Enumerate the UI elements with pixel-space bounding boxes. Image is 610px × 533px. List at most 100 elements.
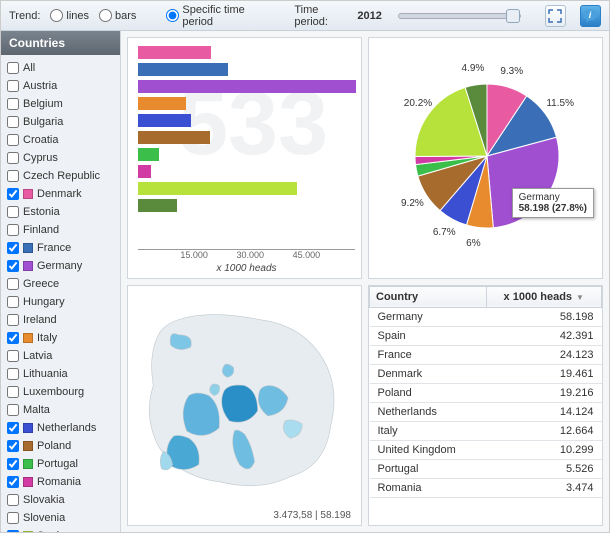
sort-desc-icon: ▼: [576, 293, 584, 302]
bar[interactable]: [138, 131, 210, 144]
country-checkbox[interactable]: [7, 512, 19, 524]
bar[interactable]: [138, 46, 211, 59]
sidebar: Countries AllAustriaBelgiumBulgariaCroat…: [1, 31, 121, 532]
country-checkbox[interactable]: [7, 188, 19, 200]
table-row[interactable]: Netherlands14.124: [370, 402, 602, 421]
country-name: Bulgaria: [23, 115, 63, 129]
country-row[interactable]: Hungary: [1, 293, 120, 311]
country-checkbox[interactable]: [7, 422, 19, 434]
radio-lines[interactable]: lines: [50, 9, 89, 22]
bar[interactable]: [138, 97, 186, 110]
time-slider[interactable]: [398, 13, 521, 19]
country-row[interactable]: Estonia: [1, 203, 120, 221]
bar-axis: 15.00030.00045.000: [138, 249, 355, 263]
country-checkbox[interactable]: [7, 368, 19, 380]
country-row[interactable]: Denmark: [1, 185, 120, 203]
country-checkbox[interactable]: [7, 278, 19, 290]
bar-area: [138, 46, 355, 247]
expand-icon: [548, 9, 562, 23]
table-row[interactable]: United Kingdom10.299: [370, 440, 602, 459]
country-name: Lithuania: [23, 367, 68, 381]
country-row[interactable]: Austria: [1, 77, 120, 95]
country-checkbox[interactable]: [7, 260, 19, 272]
col-country[interactable]: Country: [370, 286, 487, 307]
panels: 533 15.00030.00045.000 x 1000 heads 9.3%…: [121, 31, 609, 532]
country-row[interactable]: Bulgaria: [1, 113, 120, 131]
pie-wrap: 9.3%11.5%27.8%6%6.7%9.2%20.2%4.9%Germany…: [369, 38, 602, 278]
country-row[interactable]: Latvia: [1, 347, 120, 365]
country-checkbox[interactable]: [7, 206, 19, 218]
axis-tick: 15.000: [180, 250, 208, 260]
country-row[interactable]: Croatia: [1, 131, 120, 149]
country-checkbox[interactable]: [7, 404, 19, 416]
bar[interactable]: [138, 199, 177, 212]
country-name: Czech Republic: [23, 169, 100, 183]
country-checkbox[interactable]: [7, 440, 19, 452]
country-checkbox[interactable]: [7, 152, 19, 164]
col-value[interactable]: x 1000 heads▼: [486, 286, 601, 307]
country-row[interactable]: Italy: [1, 329, 120, 347]
country-row[interactable]: Netherlands: [1, 419, 120, 437]
country-checkbox[interactable]: [7, 458, 19, 470]
cell-country: United Kingdom: [370, 440, 487, 459]
table-row[interactable]: Spain42.391: [370, 326, 602, 345]
country-row[interactable]: Romania: [1, 473, 120, 491]
country-row[interactable]: France: [1, 239, 120, 257]
country-checkbox[interactable]: [7, 62, 19, 74]
country-row[interactable]: Lithuania: [1, 365, 120, 383]
country-row[interactable]: Ireland: [1, 311, 120, 329]
fullscreen-button[interactable]: [545, 5, 566, 27]
country-checkbox[interactable]: [7, 494, 19, 506]
country-checkbox[interactable]: [7, 386, 19, 398]
country-row[interactable]: Malta: [1, 401, 120, 419]
country-row[interactable]: Poland: [1, 437, 120, 455]
country-row[interactable]: Greece: [1, 275, 120, 293]
country-row[interactable]: Belgium: [1, 95, 120, 113]
country-checkbox[interactable]: [7, 476, 19, 488]
pie-slice-label: 6%: [466, 238, 480, 249]
bar[interactable]: [138, 165, 151, 178]
country-checkbox[interactable]: [7, 98, 19, 110]
country-row[interactable]: Spain: [1, 527, 120, 532]
country-row[interactable]: Slovenia: [1, 509, 120, 527]
country-checkbox[interactable]: [7, 296, 19, 308]
country-checkbox[interactable]: [7, 242, 19, 254]
country-row[interactable]: Slovakia: [1, 491, 120, 509]
country-row[interactable]: Portugal: [1, 455, 120, 473]
country-checkbox[interactable]: [7, 332, 19, 344]
country-checkbox[interactable]: [7, 134, 19, 146]
map-svg: [128, 286, 361, 526]
country-row[interactable]: Cyprus: [1, 149, 120, 167]
info-button[interactable]: i: [580, 5, 601, 27]
radio-bars[interactable]: bars: [99, 9, 136, 22]
bar[interactable]: [138, 182, 297, 195]
country-checkbox[interactable]: [7, 530, 19, 532]
table-row[interactable]: Romania3.474: [370, 478, 602, 497]
slider-thumb[interactable]: [506, 9, 520, 23]
country-row[interactable]: Finland: [1, 221, 120, 239]
country-list[interactable]: AllAustriaBelgium Bulgaria CroatiaCyprus Cz…: [1, 55, 120, 532]
country-checkbox[interactable]: [7, 314, 19, 326]
country-row[interactable]: Germany: [1, 257, 120, 275]
country-row[interactable]: All: [1, 59, 120, 77]
country-row[interactable]: Luxembourg: [1, 383, 120, 401]
country-name: Denmark: [37, 187, 82, 201]
country-checkbox[interactable]: [7, 170, 19, 182]
table-row[interactable]: Denmark19.461: [370, 364, 602, 383]
table-row[interactable]: Germany58.198: [370, 307, 602, 326]
radio-specific[interactable]: Specific time period: [166, 4, 264, 28]
bar[interactable]: [138, 63, 228, 76]
map-de[interactable]: [222, 385, 258, 422]
table-row[interactable]: Poland19.216: [370, 383, 602, 402]
country-checkbox[interactable]: [7, 116, 19, 128]
table-row[interactable]: Italy12.664: [370, 421, 602, 440]
country-row[interactable]: Czech Republic: [1, 167, 120, 185]
bar[interactable]: [138, 148, 159, 161]
country-checkbox[interactable]: [7, 350, 19, 362]
country-checkbox[interactable]: [7, 80, 19, 92]
table-row[interactable]: France24.123: [370, 345, 602, 364]
bar[interactable]: [138, 80, 356, 93]
bar[interactable]: [138, 114, 191, 127]
country-checkbox[interactable]: [7, 224, 19, 236]
table-row[interactable]: Portugal5.526: [370, 459, 602, 478]
